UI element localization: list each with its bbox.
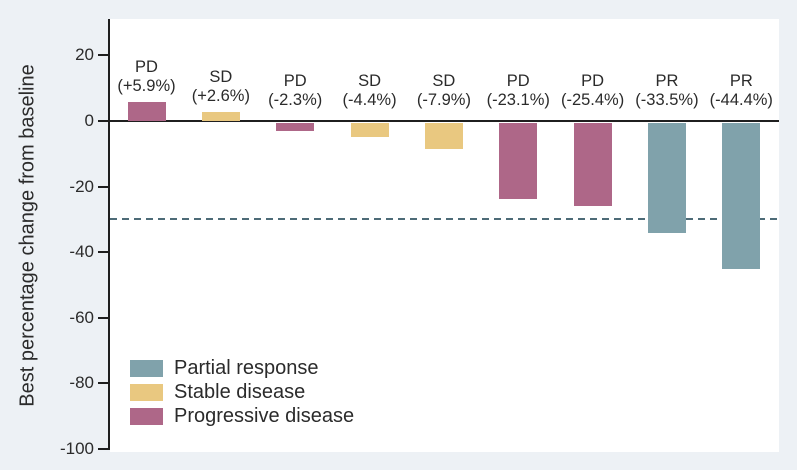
bar-label-code: PR xyxy=(655,72,679,90)
legend-label: Stable disease xyxy=(174,381,306,403)
y-tick-label: 20 xyxy=(75,45,94,65)
y-axis-line xyxy=(108,19,110,450)
bar-label-7: PR (-33.5%) xyxy=(617,72,717,110)
legend-swatch-partial_response xyxy=(130,360,163,377)
zero-baseline xyxy=(108,120,779,122)
bar-label-8: PR (-44.4%) xyxy=(691,72,791,110)
bar-pd-6 xyxy=(573,123,612,207)
bar-label-percent: (-44.4%) xyxy=(709,91,773,109)
legend-label: Partial response xyxy=(174,357,319,379)
bar-label-code: PD xyxy=(283,72,307,90)
y-tick-mark xyxy=(98,448,108,450)
bar-label-4: SD (-7.9%) xyxy=(394,72,494,110)
bar-label-percent: (-25.4%) xyxy=(560,91,625,109)
bar-pd-5 xyxy=(499,123,538,199)
bar-label-code: PD xyxy=(135,57,158,76)
y-tick-mark xyxy=(98,316,108,319)
y-tick-mark xyxy=(98,54,108,57)
bar-label-percent: (-2.3%) xyxy=(268,91,323,109)
bar-label-percent: (-23.1%) xyxy=(486,91,550,109)
bar-label-percent: (+5.9%) xyxy=(117,76,176,95)
plot-area xyxy=(110,19,779,452)
bar-sd-4 xyxy=(424,123,463,149)
bar-label-percent: (-4.4%) xyxy=(342,91,397,109)
bar-pd-0 xyxy=(127,101,166,121)
legend: Partial response Stable disease Progressiv… xyxy=(130,357,355,432)
y-tick-label: -40 xyxy=(69,242,94,262)
bar-label-code: PD xyxy=(506,72,530,90)
bar-sd-3 xyxy=(350,123,389,138)
y-tick-label: -100 xyxy=(59,439,94,458)
y-tick-mark xyxy=(98,120,108,122)
minus-30-reference-line xyxy=(110,218,779,221)
legend-row-stable_disease: Stable disease xyxy=(130,381,354,403)
y-tick-mark xyxy=(98,251,108,254)
bar-label-3: SD (-4.4%) xyxy=(320,72,420,110)
legend-swatch-progressive_disease xyxy=(130,408,163,425)
bar-pr-8 xyxy=(722,123,761,269)
y-tick-mark xyxy=(98,185,108,188)
y-tick-label: -80 xyxy=(69,373,94,393)
bar-label-code: SD xyxy=(432,72,456,90)
bar-label-code: PR xyxy=(729,72,753,90)
y-tick-mark xyxy=(98,382,108,385)
bar-pr-7 xyxy=(647,123,686,233)
y-tick-label: 0 xyxy=(84,111,94,130)
bar-label-percent: (+2.6%) xyxy=(191,87,250,106)
bar-label-code: PD xyxy=(581,72,605,90)
bar-label-0: PD (+5.9%) xyxy=(97,58,197,96)
bar-label-2: PD (-2.3%) xyxy=(245,72,345,110)
bar-label-percent: (-33.5%) xyxy=(635,91,699,109)
bar-label-code: SD xyxy=(209,68,233,87)
bar-label-code: SD xyxy=(358,72,381,90)
bar-sd-1 xyxy=(201,112,240,121)
bar-label-1: SD (+2.6%) xyxy=(171,68,271,106)
bar-pd-2 xyxy=(276,123,315,131)
y-tick-label: -20 xyxy=(69,176,94,196)
bar-label-6: PD (-25.4%) xyxy=(543,72,643,110)
bar-label-percent: (-7.9%) xyxy=(416,91,471,109)
legend-row-partial_response: Partial response xyxy=(130,357,354,379)
bar-label-5: PD (-23.1%) xyxy=(468,72,568,110)
legend-row-progressive_disease: Progressive disease xyxy=(130,405,355,427)
legend-swatch-stable_disease xyxy=(130,384,163,401)
legend-label: Progressive disease xyxy=(174,405,355,427)
y-tick-label: -60 xyxy=(69,307,94,327)
